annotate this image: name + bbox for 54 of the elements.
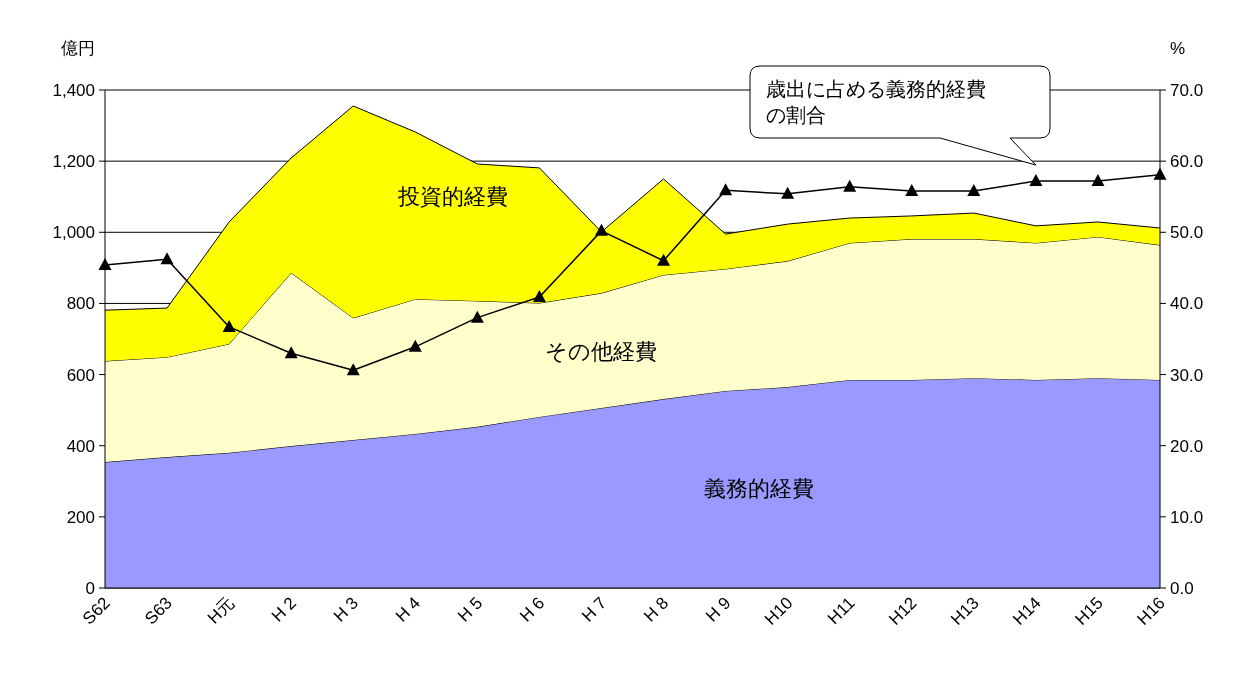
point [222,319,236,332]
text: 歳出に占める義務的経費の割合 [766,78,986,126]
y-tick-label: 200 [66,507,95,527]
y2-tick-label: 30.0 [1170,365,1204,385]
point [719,183,733,196]
point [657,253,671,266]
y-tick-label: 1,200 [52,152,95,172]
series-label: その他経費 [544,338,657,364]
x-tick-label: H 5 [454,593,487,626]
series-label: 義務的経費 [704,476,815,502]
point [594,223,608,236]
x-tick-label: H15 [1071,593,1107,629]
y2-tick-label: 40.0 [1170,294,1204,314]
point [532,290,546,303]
y2-tick-label: 0.0 [1170,579,1194,598]
y2-tick-label: 70.0 [1170,81,1204,100]
y-tick-label: 1,000 [52,223,95,243]
point [1091,174,1105,187]
series-label: 投資的経費 [397,184,509,210]
x-tick-label: H 7 [578,593,611,626]
point [284,346,298,359]
point [470,310,484,323]
y-tick-label: 1,400 [52,81,95,100]
y-tick-label: 400 [66,436,95,456]
x-tick-label: H 6 [516,593,549,626]
point [843,179,857,192]
y-tick-label: 800 [66,294,95,314]
x-tick-label: H14 [1009,593,1045,629]
point [408,339,422,352]
point [160,252,174,265]
y-tick-label: 600 [66,365,95,385]
y2-tick-label: 10.0 [1170,507,1204,527]
x-tick-label: H12 [885,593,921,629]
x-tick-label: H 4 [391,593,425,626]
point [781,186,795,199]
x-tick-label: H 3 [329,593,363,626]
x-tick-label: H13 [947,593,983,629]
point [346,363,360,376]
x-tick-label: H 9 [702,593,735,626]
y2-axis-title: % [1170,39,1186,58]
x-tick-label: H10 [760,593,797,629]
point [905,184,919,197]
y-axis-title: 億円 [61,39,95,58]
y2-tick-label: 50.0 [1170,223,1204,243]
point [1029,174,1043,187]
y2-tick-label: 20.0 [1170,436,1204,456]
x-tick-label: H11 [823,593,859,628]
x-tick-label: H16 [1133,593,1169,629]
x-tick-label: H 8 [640,593,673,626]
x-tick-label: S63 [141,593,176,629]
x-tick-label: H 2 [267,593,300,626]
point [967,184,981,197]
y2-tick-label: 60.0 [1170,152,1204,172]
x-tick-label: H元 [203,593,238,628]
